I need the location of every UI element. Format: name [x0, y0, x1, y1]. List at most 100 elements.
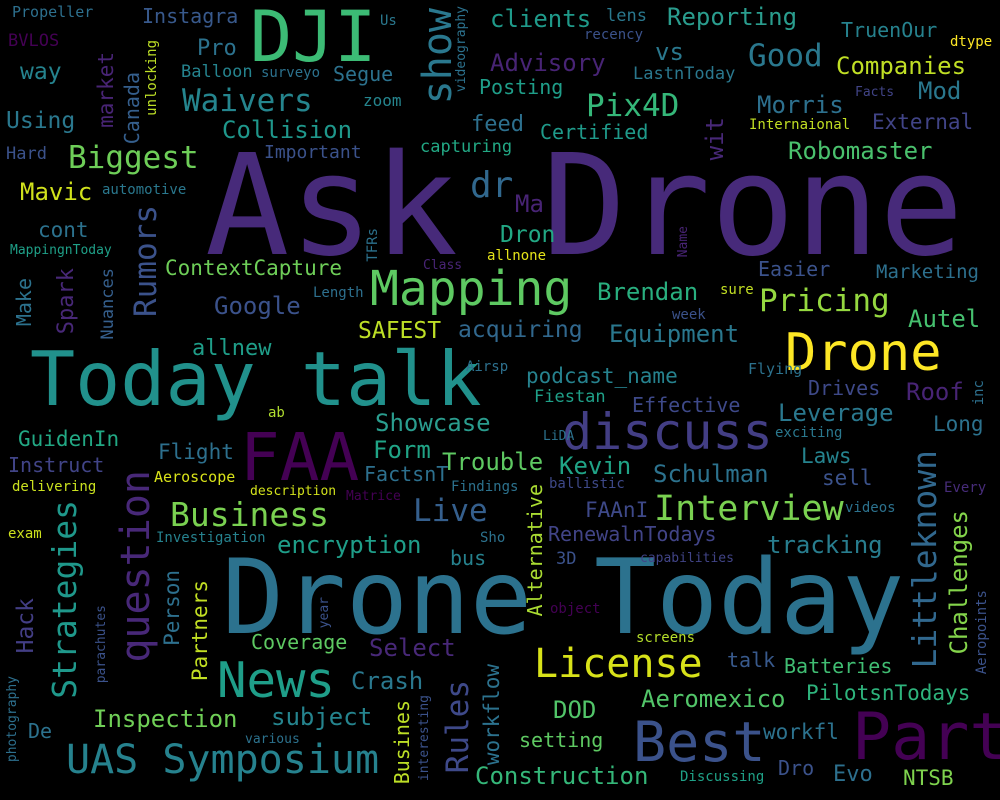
word-pix4d: Pix4D [586, 88, 680, 124]
word-allnew: allnew [192, 336, 272, 361]
word-year: year [317, 597, 332, 629]
word-tfrs: TFRs [365, 228, 381, 262]
word-pro: Pro [197, 36, 237, 61]
word-discuss: discuss [562, 403, 773, 461]
word-screens: screens [636, 630, 696, 646]
word-safest: SAFEST [358, 318, 442, 344]
word-make: Make [12, 278, 36, 327]
word-effective: Effective [632, 393, 741, 417]
word-reporting: Reporting [667, 3, 798, 31]
word-companies: Companies [836, 52, 967, 80]
word-laws: Laws [801, 444, 852, 468]
word-trouble: Trouble [442, 448, 544, 476]
word-exciting: exciting [775, 425, 843, 441]
word-parachutes: parachutes [94, 605, 109, 684]
word-hard: Hard [6, 144, 47, 164]
word-segue: Segue [333, 62, 394, 86]
word-google: Google [214, 292, 301, 320]
word-object: object [550, 601, 601, 617]
word-sho: Sho [480, 530, 506, 546]
word-challenges: Challenges [945, 510, 973, 655]
word-dr: dr [470, 165, 514, 206]
word-rules: Rules [440, 680, 476, 774]
word-evo: Evo [833, 762, 873, 787]
word-factsnt: FactsnT [364, 462, 449, 486]
word-biggest: Biggest [68, 140, 199, 176]
word-hack: Hack [13, 598, 39, 654]
word-aeromexico: Aeromexico [641, 685, 786, 713]
word-robomaster: Robomaster [788, 137, 933, 165]
word-subject: subject [271, 703, 373, 731]
word-roof: Roof [906, 378, 964, 406]
word-brendan: Brendan [597, 278, 699, 306]
word-certified: Certified [540, 120, 649, 144]
word-autel: Autel [908, 305, 981, 333]
word-spark: Spark [54, 268, 79, 335]
word-acquiring: acquiring [458, 317, 583, 343]
word-license: License [534, 641, 703, 687]
word-flight: Flight [158, 440, 234, 464]
word-findings: Findings [451, 479, 519, 495]
word-feed: feed [471, 112, 524, 137]
word-dji: DJI [250, 0, 377, 78]
word-strategies: Strategies [45, 500, 84, 699]
word-news: News [217, 652, 336, 709]
word-videography: videography [454, 6, 469, 93]
word-collision: Collision [222, 116, 353, 144]
word-busines: Busines [390, 700, 414, 785]
word-mappingntoday: MappingnToday [10, 243, 112, 258]
word-talk: talk [727, 648, 776, 672]
word-surveyo: surveyo [261, 65, 321, 81]
word-name: Name [676, 226, 691, 258]
word-videos: videos [845, 500, 896, 516]
word-exam: exam [8, 526, 42, 542]
word-good: Good [748, 38, 823, 74]
word-dro: Dro [778, 756, 815, 780]
word-batteries: Batteries [784, 654, 893, 678]
word-morris: Morris [757, 91, 844, 119]
word-coverage: Coverage [251, 630, 348, 654]
word-schulman: Schulman [653, 460, 769, 488]
word-dtype: dtype [950, 34, 993, 50]
word-capabilities: capabilities [640, 551, 734, 566]
word-faani: FAAnI [585, 498, 649, 522]
word-instruct: Instruct [8, 453, 105, 477]
word-ballistic: ballistic [549, 476, 625, 492]
word-crash: Crash [351, 667, 424, 695]
word-mod: Mod [918, 77, 962, 105]
word-recency: recency [584, 27, 644, 43]
word-photography: photography [5, 676, 20, 763]
word-investigation: Investigation [156, 530, 266, 546]
word-live: Live [413, 493, 488, 529]
word-allnone: allnone [487, 248, 547, 264]
word-long: Long [933, 412, 984, 436]
word-using: Using [6, 108, 76, 134]
word-internaional: Internaional [749, 117, 851, 133]
word-rumors: Rumors [128, 205, 164, 317]
word-discussing: Discussing [680, 769, 765, 785]
word-person: Person [160, 570, 184, 646]
word-vs: vs [655, 38, 684, 66]
word-equipment: Equipment [609, 320, 740, 348]
word-airsp: Airsp [466, 359, 509, 375]
word-guidenin: GuidenIn [18, 427, 120, 451]
word-bus: bus [450, 546, 487, 570]
word-class: Class [423, 258, 463, 273]
word-lida: LiDA [543, 429, 575, 444]
word-wit: wit [701, 117, 729, 161]
word-facts: Facts [855, 85, 895, 100]
word-matrice: Matrice [346, 489, 401, 504]
word-3d: 3D [556, 549, 577, 569]
word-workfl: workfl [763, 720, 839, 744]
word-ask-drone: Ask Drone [205, 125, 964, 288]
word-inspection: Inspection [93, 705, 238, 733]
word-de: De [28, 719, 53, 743]
word-partners: Partners [188, 580, 212, 682]
word-pricing: Pricing [759, 283, 890, 319]
word-alternative: Alternative [523, 484, 547, 617]
word-showcase: Showcase [375, 409, 491, 437]
word-sell: sell [822, 466, 873, 490]
word-drone: Drone [785, 323, 942, 383]
word-week: week [672, 307, 706, 323]
